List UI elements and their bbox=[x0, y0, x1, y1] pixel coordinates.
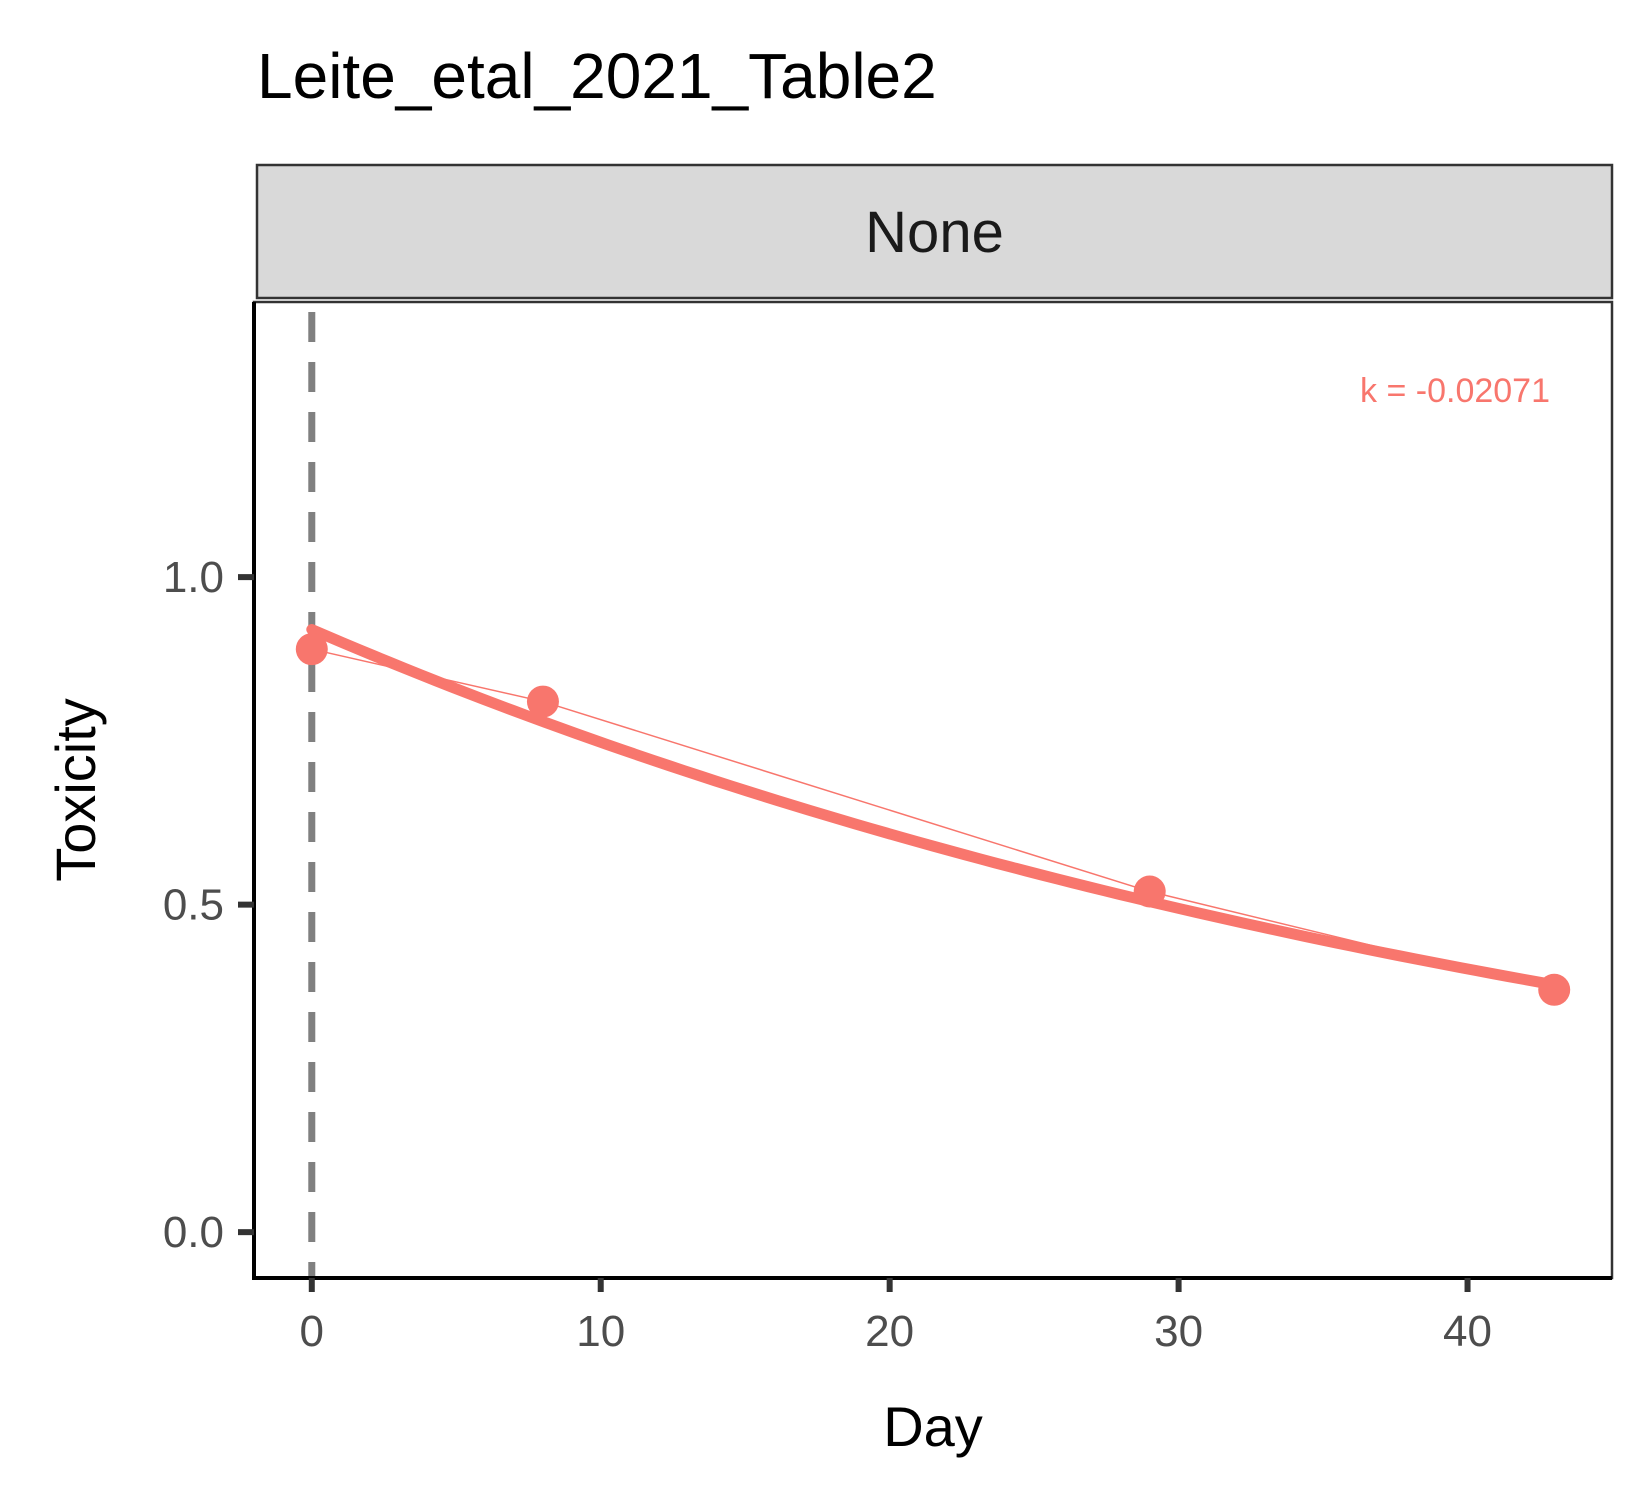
x-tick-label: 30 bbox=[1154, 1307, 1203, 1356]
fit-curve bbox=[306, 624, 1560, 991]
y-tick-label: 0.5 bbox=[163, 881, 224, 930]
facet-strip: None bbox=[255, 163, 1614, 300]
rate-constant-annotation: k = -0.02071 bbox=[1360, 372, 1550, 410]
data-point bbox=[1133, 875, 1166, 908]
y-tick-label: 1.0 bbox=[163, 553, 224, 602]
data-point bbox=[295, 633, 328, 666]
x-tick-label: 10 bbox=[576, 1307, 625, 1356]
y-tick-label: 0.0 bbox=[163, 1208, 224, 1257]
x-tick-label: 0 bbox=[300, 1307, 324, 1356]
fit-curve-layer bbox=[306, 624, 1560, 991]
x-tick-label: 20 bbox=[865, 1307, 914, 1356]
facet-strip-label: None bbox=[865, 200, 1004, 265]
series-line bbox=[311, 648, 1555, 991]
x-tick-label: 40 bbox=[1443, 1307, 1492, 1356]
plot-panel bbox=[252, 300, 1614, 1280]
data-point bbox=[1538, 973, 1571, 1006]
series-layer bbox=[295, 633, 1571, 1006]
chart-title: Leite_etal_2021_Table2 bbox=[257, 40, 937, 112]
x-axis-title: Day bbox=[883, 1395, 983, 1458]
x-axis-ticks: 0 10 20 30 40 bbox=[300, 1278, 1492, 1356]
y-axis-title: Toxicity bbox=[44, 698, 107, 882]
data-point bbox=[526, 685, 559, 718]
y-axis-ticks: 0.0 0.5 1.0 bbox=[163, 553, 254, 1257]
facet-strip-background bbox=[255, 163, 1614, 300]
